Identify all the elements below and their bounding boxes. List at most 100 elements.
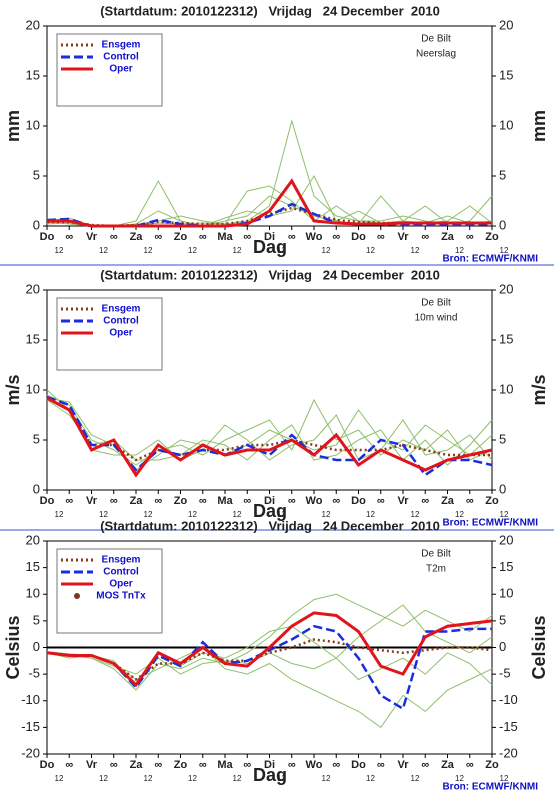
y-tick-label: 5 [33,167,40,182]
y-tick-label: -20 [21,745,40,760]
x-tick-label: ∞ [199,231,207,243]
y-tick-label: 0 [33,481,40,496]
x-sub-label: 12 [277,774,286,783]
x-tick-label: ∞ [65,231,73,243]
x-sub-label: 12 [277,246,286,255]
y-tick-label: 10 [26,381,40,396]
x-sub-label: 12 [322,246,331,255]
y-axis-label: mm [529,110,549,142]
y-axis-label: m/s [529,374,549,405]
legend-label: MOS TnTx [96,591,146,602]
y-axis-label: mm [3,110,23,142]
source: Bron: ECMWF/KNMI [442,518,538,529]
x-tick-label: ∞ [65,495,73,507]
x-sub-label: 12 [233,774,242,783]
legend-label: Oper [109,328,132,339]
x-tick-label: ∞ [199,759,207,771]
y-tick-label: 15 [499,67,513,82]
x-tick-label: Vr [86,495,98,507]
x-sub-label: 12 [144,774,153,783]
x-tick-label: Di [264,759,275,771]
legend-label: Ensgem [102,304,141,315]
x-sub-label: 12 [99,246,108,255]
x-tick-label: ∞ [154,495,162,507]
y-tick-label: 15 [499,559,513,574]
x-tick-label: Zo [485,231,499,243]
x-tick-label: ∞ [377,759,385,771]
y-tick-label: 10 [499,381,513,396]
x-tick-label: ∞ [110,759,118,771]
x-tick-label: ∞ [288,759,296,771]
legend-label: Control [103,567,139,578]
y-tick-label: 15 [499,331,513,346]
x-tick-label: ∞ [466,495,474,507]
x-sub-label: 12 [322,510,331,519]
legend-label: Oper [109,579,132,590]
series-line [46,396,493,478]
annotation: Neerslag [416,49,456,60]
y-tick-label: 20 [26,281,40,296]
x-sub-label: 12 [188,774,197,783]
x-tick-label: Vr [397,231,409,243]
y-tick-label: 0 [33,639,40,654]
x-tick-label: Zo [485,759,499,771]
x-sub-label: 12 [277,510,286,519]
legend-label: Oper [109,64,132,75]
x-tick-label: Zo [174,231,188,243]
y-tick-label: 15 [26,67,40,82]
y-axis-label: m/s [3,374,23,405]
source: Bron: ECMWF/KNMI [442,782,538,793]
x-tick-label: ∞ [110,231,118,243]
y-tick-label: 15 [26,559,40,574]
member-line [46,593,493,691]
annotation: 10m wind [415,313,458,324]
x-sub-label: 12 [455,510,464,519]
y-tick-label: 20 [26,532,40,547]
x-tick-label: ∞ [243,495,251,507]
annotation: T2m [426,564,446,575]
x-sub-label: 12 [455,246,464,255]
y-tick-label: -5 [499,666,511,681]
y-tick-label: 20 [499,281,513,296]
y-tick-label: 10 [26,117,40,132]
x-tick-label: ∞ [288,495,296,507]
x-tick-label: Za [130,495,144,507]
x-sub-label: 12 [55,510,64,519]
x-tick-label: ∞ [466,759,474,771]
y-tick-label: 5 [499,431,506,446]
x-tick-label: Za [441,495,455,507]
x-tick-label: ∞ [421,495,429,507]
x-sub-label: 12 [233,246,242,255]
y-tick-label: 5 [499,612,506,627]
y-axis-label: Celsius [3,615,23,679]
x-sub-label: 12 [144,510,153,519]
x-tick-label: ∞ [243,759,251,771]
x-tick-label: Do [40,231,55,243]
y-tick-label: 5 [499,167,506,182]
y-tick-label: 15 [26,331,40,346]
y-tick-label: 20 [499,532,513,547]
x-tick-label: ∞ [421,759,429,771]
y-tick-label: 5 [33,612,40,627]
y-tick-label: 0 [499,481,506,496]
x-tick-label: Ma [217,759,233,771]
x-sub-label: 12 [411,510,420,519]
x-tick-label: Vr [397,759,409,771]
x-sub-label: 12 [500,774,509,783]
x-axis-label: Dag [253,765,287,785]
chart-title: (Startdatum: 2010122312) Vrijdag 24 Dece… [100,518,440,533]
y-tick-label: 5 [33,431,40,446]
legend-box [56,33,163,107]
x-tick-label: Do [351,231,366,243]
member-line [46,399,493,466]
y-tick-label: -15 [21,719,40,734]
y-tick-label: -20 [499,745,518,760]
x-tick-label: Za [130,231,144,243]
x-tick-label: Do [351,759,366,771]
x-tick-label: Zo [485,495,499,507]
x-tick-label: Do [40,495,55,507]
series-line [46,611,493,688]
x-sub-label: 12 [455,774,464,783]
